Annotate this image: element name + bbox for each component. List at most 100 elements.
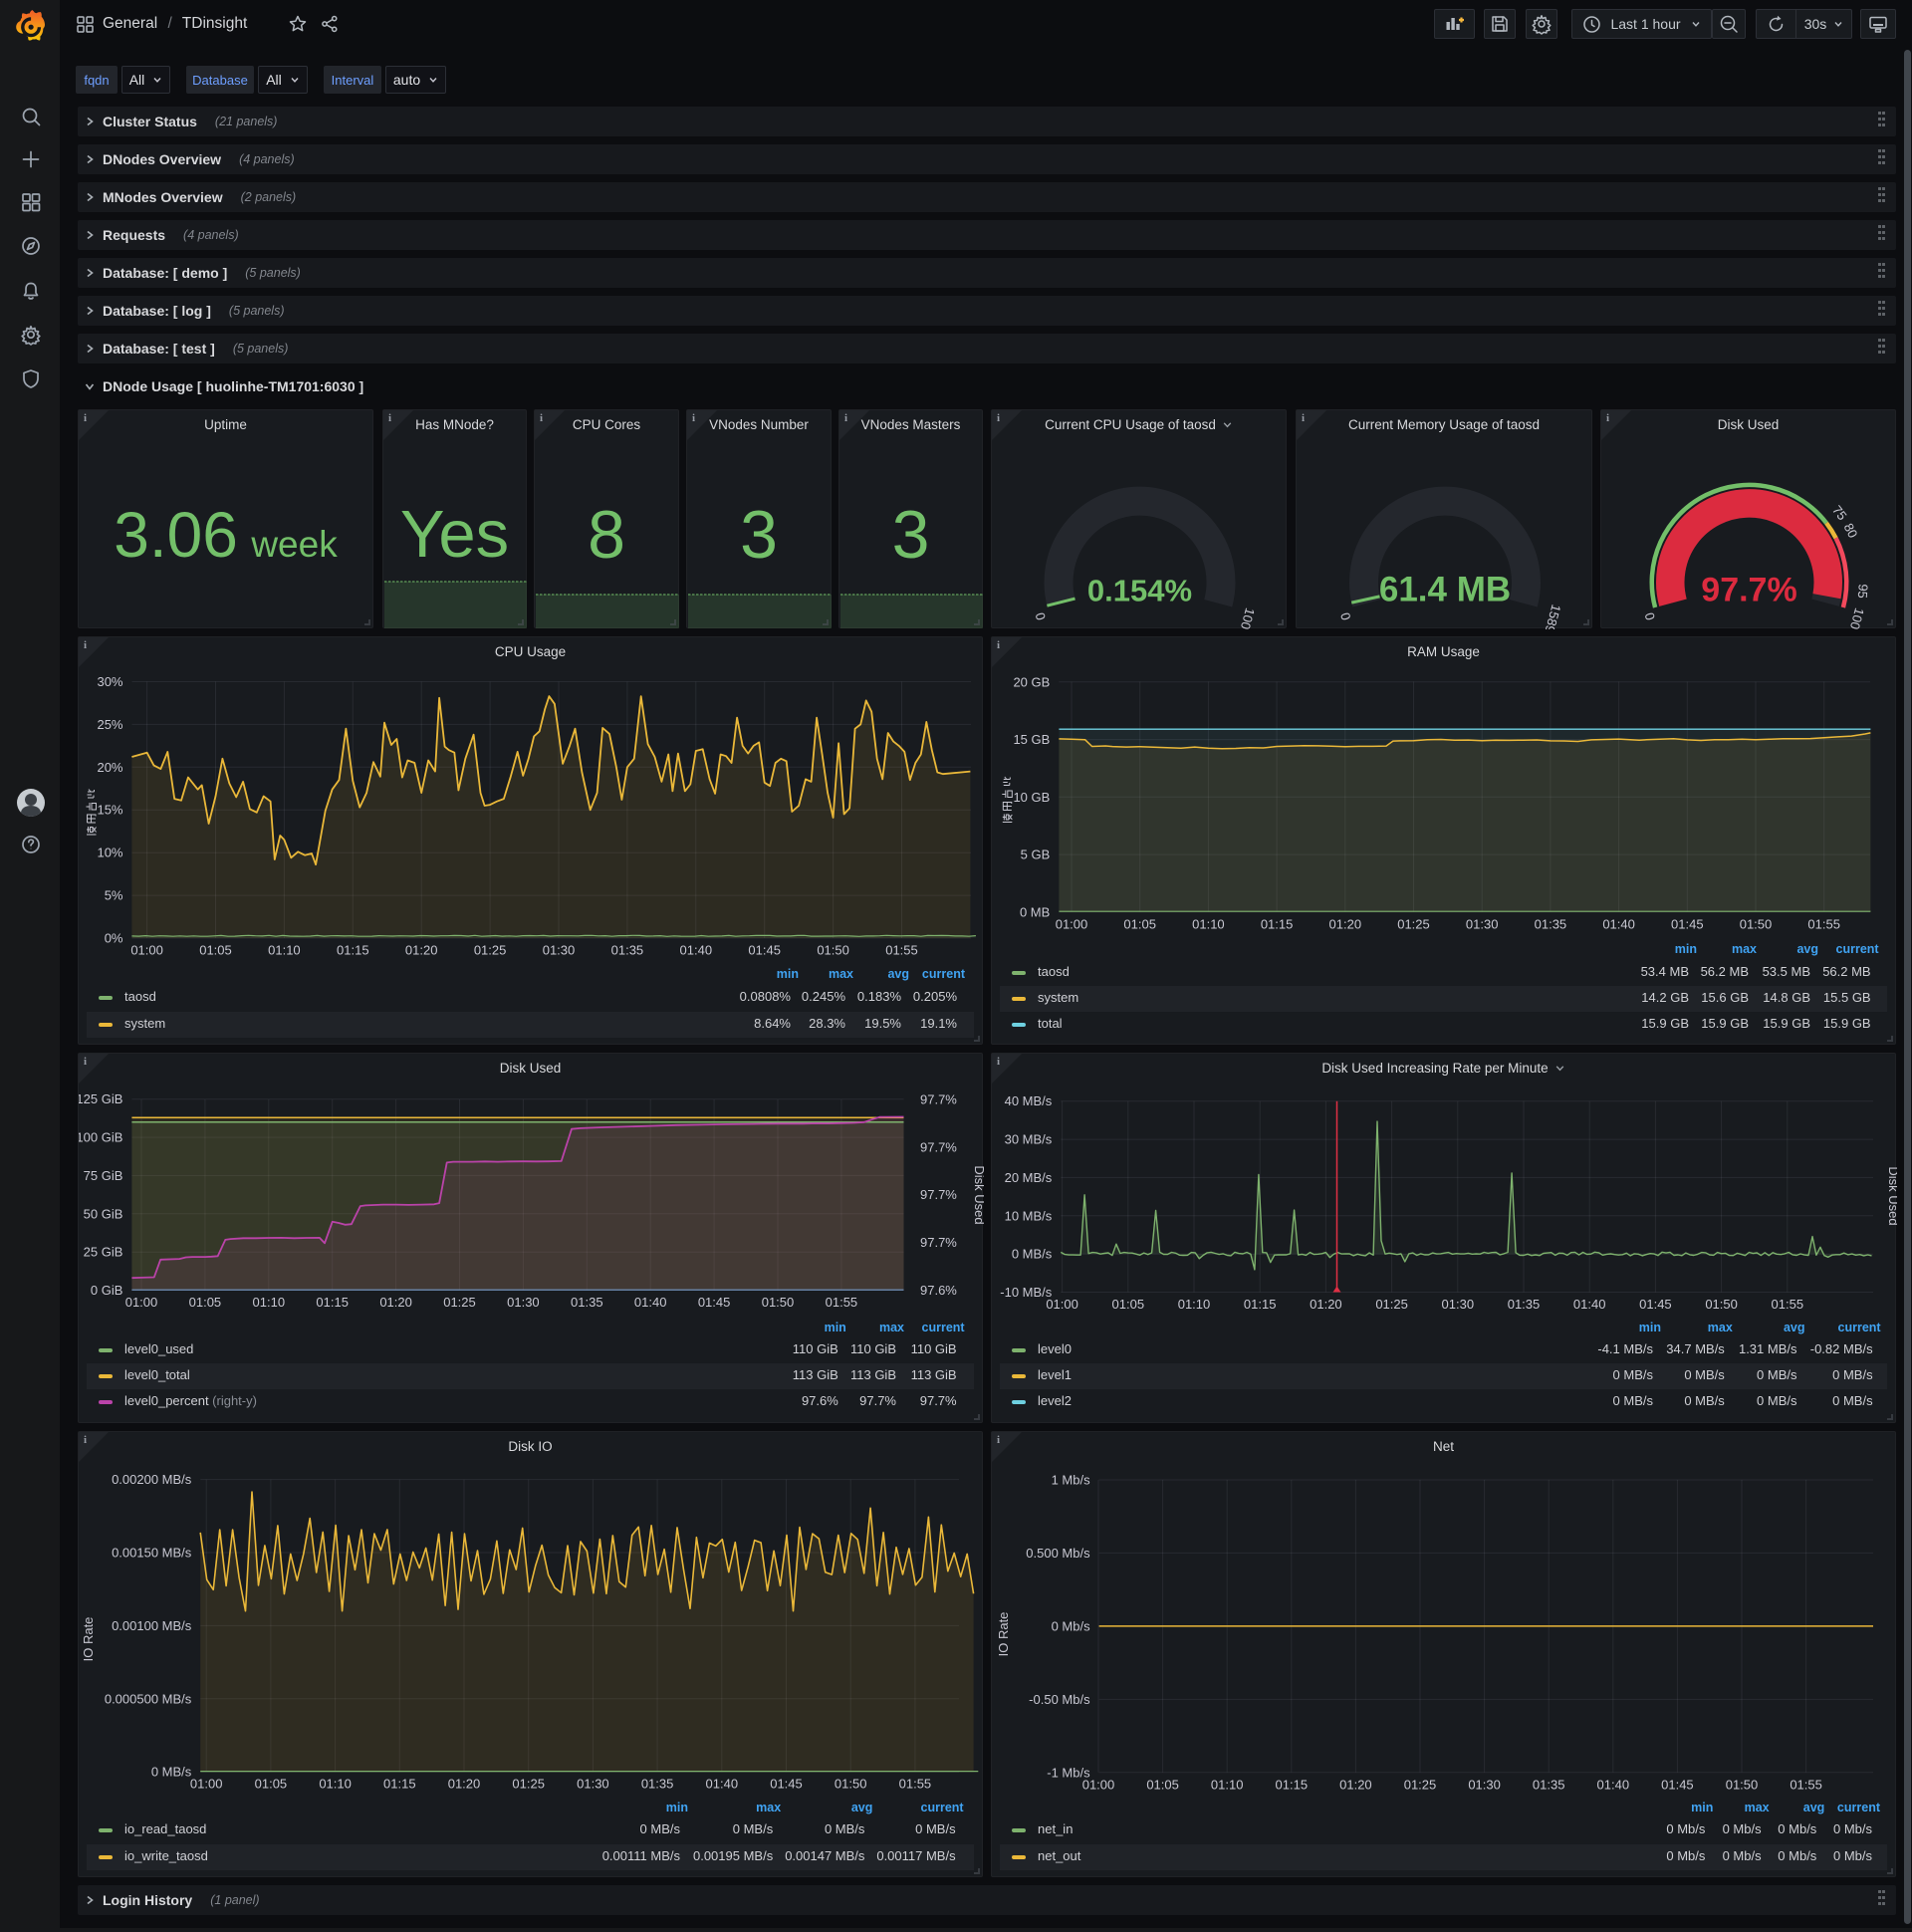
svg-text:01:55: 01:55 <box>885 943 918 958</box>
svg-text:01:55: 01:55 <box>899 1777 932 1792</box>
svg-text:01:55: 01:55 <box>1790 1777 1822 1792</box>
svg-text:01:20: 01:20 <box>1310 1297 1342 1312</box>
svg-text:0 Mb/s: 0 Mb/s <box>1052 1618 1091 1633</box>
svg-text:01:00: 01:00 <box>1082 1777 1115 1792</box>
svg-text:01:20: 01:20 <box>1329 916 1362 931</box>
svg-text:5%: 5% <box>105 888 123 903</box>
svg-text:0.00200 MB/s: 0.00200 MB/s <box>112 1472 192 1487</box>
svg-text:01:30: 01:30 <box>543 943 576 958</box>
svg-text:01:15: 01:15 <box>1244 1297 1277 1312</box>
svg-text:01:50: 01:50 <box>835 1777 867 1792</box>
svg-text:01:45: 01:45 <box>1671 916 1704 931</box>
svg-text:01:15: 01:15 <box>383 1777 416 1792</box>
svg-text:01:55: 01:55 <box>1772 1297 1804 1312</box>
svg-text:5 GB: 5 GB <box>1021 847 1051 862</box>
svg-text:01:05: 01:05 <box>1146 1777 1179 1792</box>
svg-text:75: 75 <box>1829 503 1850 524</box>
svg-text:25 GiB: 25 GiB <box>84 1245 123 1260</box>
svg-text:01:20: 01:20 <box>448 1777 481 1792</box>
svg-text:01:40: 01:40 <box>1597 1777 1630 1792</box>
svg-text:01:50: 01:50 <box>817 943 849 958</box>
svg-text:01:15: 01:15 <box>316 1295 349 1310</box>
svg-text:1589: 1589 <box>1542 603 1563 629</box>
svg-text:01:15: 01:15 <box>1276 1777 1309 1792</box>
svg-text:0 MB/s: 0 MB/s <box>151 1765 192 1780</box>
svg-text:50 GiB: 50 GiB <box>84 1206 123 1221</box>
svg-text:01:40: 01:40 <box>1573 1297 1606 1312</box>
svg-text:01:35: 01:35 <box>641 1777 674 1792</box>
svg-text:0.000500 MB/s: 0.000500 MB/s <box>105 1691 192 1706</box>
svg-text:01:35: 01:35 <box>571 1295 603 1310</box>
svg-text:97.7%: 97.7% <box>920 1139 957 1154</box>
svg-text:01:35: 01:35 <box>611 943 644 958</box>
svg-text:100: 100 <box>1847 606 1867 629</box>
svg-text:01:05: 01:05 <box>199 943 232 958</box>
svg-text:15 GB: 15 GB <box>1013 732 1050 747</box>
svg-text:1 Mb/s: 1 Mb/s <box>1052 1473 1091 1488</box>
svg-text:01:40: 01:40 <box>680 943 713 958</box>
svg-text:10 GB: 10 GB <box>1013 790 1050 805</box>
svg-text:40 MB/s: 40 MB/s <box>1005 1093 1053 1108</box>
svg-text:01:05: 01:05 <box>1112 1297 1145 1312</box>
svg-text:30%: 30% <box>97 674 122 689</box>
svg-text:01:10: 01:10 <box>1192 916 1225 931</box>
svg-text:Disk Used: Disk Used <box>972 1165 984 1224</box>
svg-text:97.7%: 97.7% <box>920 1235 957 1250</box>
svg-text:125 GiB: 125 GiB <box>79 1091 122 1106</box>
svg-text:Disk Used: Disk Used <box>1886 1166 1897 1225</box>
svg-text:01:30: 01:30 <box>577 1777 609 1792</box>
svg-text:01:30: 01:30 <box>1466 916 1499 931</box>
svg-text:0: 0 <box>1337 611 1353 622</box>
svg-text:01:25: 01:25 <box>443 1295 476 1310</box>
svg-text:0.00150 MB/s: 0.00150 MB/s <box>112 1546 192 1561</box>
svg-text:01:20: 01:20 <box>379 1295 412 1310</box>
svg-text:100: 100 <box>1238 606 1258 629</box>
svg-text:01:40: 01:40 <box>706 1777 739 1792</box>
svg-text:01:45: 01:45 <box>698 1295 731 1310</box>
svg-text:01:55: 01:55 <box>826 1295 858 1310</box>
svg-text:IO Rate: IO Rate <box>81 1617 96 1662</box>
svg-text:01:00: 01:00 <box>190 1777 223 1792</box>
svg-text:20 MB/s: 20 MB/s <box>1005 1170 1053 1185</box>
svg-text:01:05: 01:05 <box>255 1777 288 1792</box>
svg-text:01:25: 01:25 <box>1397 916 1430 931</box>
svg-text:01:25: 01:25 <box>1375 1297 1408 1312</box>
svg-text:01:00: 01:00 <box>1056 916 1088 931</box>
svg-text:25%: 25% <box>97 717 122 732</box>
svg-text:01:00: 01:00 <box>130 943 163 958</box>
svg-text:01:25: 01:25 <box>512 1777 545 1792</box>
svg-text:0: 0 <box>1642 611 1658 622</box>
svg-text:-10 MB/s: -10 MB/s <box>1000 1285 1053 1300</box>
svg-text:01:10: 01:10 <box>319 1777 352 1792</box>
svg-text:10%: 10% <box>97 845 122 860</box>
svg-text:97.7%: 97.7% <box>920 1187 957 1202</box>
svg-text:01:10: 01:10 <box>1211 1777 1244 1792</box>
svg-text:10 MB/s: 10 MB/s <box>1005 1208 1053 1223</box>
svg-text:0 MB/s: 0 MB/s <box>1012 1247 1053 1262</box>
svg-text:01:00: 01:00 <box>1046 1297 1078 1312</box>
svg-text:01:35: 01:35 <box>1508 1297 1541 1312</box>
svg-text:95: 95 <box>1855 584 1871 599</box>
svg-text:15%: 15% <box>97 803 122 818</box>
svg-text:97.6%: 97.6% <box>920 1283 957 1298</box>
svg-text:0.00100 MB/s: 0.00100 MB/s <box>112 1618 192 1633</box>
svg-text:01:25: 01:25 <box>1404 1777 1437 1792</box>
svg-text:-1 Mb/s: -1 Mb/s <box>1047 1765 1090 1780</box>
svg-text:01:20: 01:20 <box>405 943 438 958</box>
svg-text:01:10: 01:10 <box>268 943 301 958</box>
svg-text:97.7%: 97.7% <box>920 1091 957 1106</box>
svg-text:0 MB: 0 MB <box>1020 904 1050 919</box>
svg-text:01:55: 01:55 <box>1807 916 1840 931</box>
svg-text:97.7%: 97.7% <box>1701 572 1796 609</box>
svg-text:20 GB: 20 GB <box>1013 674 1050 689</box>
svg-text:01:15: 01:15 <box>1261 916 1294 931</box>
svg-text:01:40: 01:40 <box>634 1295 667 1310</box>
svg-text:01:10: 01:10 <box>253 1295 286 1310</box>
svg-text:0: 0 <box>1033 611 1049 622</box>
svg-text:01:25: 01:25 <box>474 943 507 958</box>
svg-text:01:30: 01:30 <box>1468 1777 1501 1792</box>
svg-text:01:50: 01:50 <box>1705 1297 1738 1312</box>
svg-text:0.154%: 0.154% <box>1087 574 1192 608</box>
svg-text:01:00: 01:00 <box>125 1295 158 1310</box>
svg-text:01:05: 01:05 <box>1123 916 1156 931</box>
